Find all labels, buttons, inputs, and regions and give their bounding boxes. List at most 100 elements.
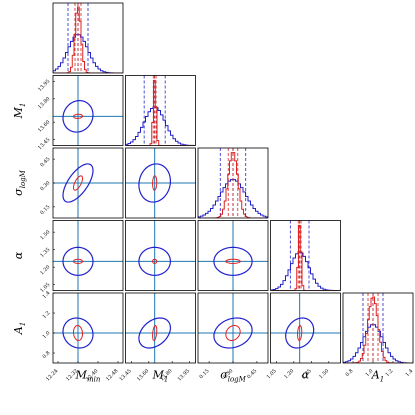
panel-sigma-vs-M1 bbox=[125, 147, 196, 219]
contour-alpha-sigma-series-1 bbox=[225, 258, 241, 264]
x-tick-label-sigma: 0.45 bbox=[246, 368, 258, 380]
contour-A1-Mmin-series-1 bbox=[72, 324, 84, 342]
contour-alpha-Mmin-series-0 bbox=[62, 246, 94, 276]
panel-content bbox=[125, 220, 196, 291]
contour-alpha-M1-series-0 bbox=[138, 246, 172, 276]
x-tick-label-sigma: 0.15 bbox=[198, 368, 210, 380]
y-tick-label-alpha: 1.50 bbox=[39, 229, 51, 241]
contour-A1-alpha-series-0 bbox=[285, 317, 315, 349]
contour-A1-sigma-series-1 bbox=[225, 324, 241, 342]
panel-alpha-vs-sigma bbox=[197, 220, 269, 291]
panel-content bbox=[343, 293, 413, 363]
y-tick-label-M1: 13.45 bbox=[37, 137, 51, 151]
panel-frame bbox=[125, 75, 196, 146]
x-tick-label-alpha: 1.20 bbox=[283, 368, 295, 380]
y-tick-label-M1: 13.80 bbox=[37, 96, 51, 110]
panel-sigma-vs-Mmin: 0.15 0.30 0.45 bbox=[39, 147, 124, 219]
panel-frame bbox=[52, 220, 124, 291]
y-axis-label-sigma: σlogM bbox=[12, 169, 27, 195]
y-tick-label-alpha: 1.20 bbox=[39, 264, 51, 276]
contour-sigma-Mmin-series-0 bbox=[62, 163, 94, 203]
y-tick-label-M1: 13.95 bbox=[37, 79, 51, 93]
contour-M1-Mmin-series-1 bbox=[72, 113, 84, 119]
panel-frame bbox=[125, 147, 196, 219]
panel-A1-vs-alpha: 1.05 1.20 1.35 1.50 bbox=[266, 292, 341, 380]
panel-content bbox=[270, 220, 341, 291]
y-axis-label-M1: M1 bbox=[12, 103, 27, 120]
histogram-A1-series-0 bbox=[343, 324, 413, 363]
panel-A1-vs-A1: 0.8 1.0 1.2 1.4 bbox=[342, 292, 415, 378]
y-tick-label-A1: 1.2 bbox=[42, 310, 52, 320]
contour-alpha-sigma-series-0 bbox=[213, 246, 253, 276]
contour-M1-Mmin-series-0 bbox=[62, 99, 94, 133]
histogram-alpha-series-0 bbox=[270, 251, 341, 291]
panel-frame bbox=[125, 292, 196, 364]
x-axis-label-A1: A1 bbox=[371, 369, 384, 384]
x-tick-label-A1: 1.2 bbox=[385, 368, 395, 378]
y-tick-label-alpha: 1.35 bbox=[39, 247, 51, 259]
x-tick-label-A1: 1.0 bbox=[365, 368, 375, 378]
panel-content bbox=[198, 293, 268, 363]
x-tick-label-Mmin: 12.24 bbox=[45, 368, 59, 382]
contour-A1-Mmin-series-0 bbox=[62, 317, 94, 349]
panel-frame bbox=[197, 220, 269, 291]
x-tick-label-A1: 1.4 bbox=[405, 368, 415, 378]
panel-A1-vs-sigma: 0.15 0.30 0.45 bbox=[197, 292, 269, 380]
panel-alpha-vs-M1 bbox=[125, 220, 196, 291]
y-tick-label-M1: 13.60 bbox=[37, 119, 51, 133]
panel-frame bbox=[52, 2, 124, 74]
x-axis-label-sigma-subscript: logM bbox=[228, 376, 247, 384]
histogram-alpha-series-1 bbox=[270, 224, 341, 291]
panel-content bbox=[53, 148, 123, 218]
x-tick-label-A1: 0.8 bbox=[345, 368, 355, 378]
x-tick-label-alpha: 1.50 bbox=[318, 368, 330, 380]
panel-alpha-vs-Mmin: 1.051.201.351.50 bbox=[39, 220, 124, 294]
y-tick-label-A1: 1.4 bbox=[42, 290, 52, 300]
panel-content bbox=[53, 3, 123, 73]
panel-frame bbox=[270, 292, 341, 364]
y-axis-label-A1-subscript: 1 bbox=[19, 322, 27, 326]
y-tick-label-A1: 0.8 bbox=[42, 350, 52, 360]
x-axis-label-Mmin-subscript: min bbox=[87, 376, 101, 384]
panel-content bbox=[198, 220, 268, 291]
panel-M1-vs-Mmin: 13.45 13.60 13.80 13.95 bbox=[37, 75, 124, 151]
panel-frame bbox=[52, 75, 124, 146]
panel-frame bbox=[270, 220, 341, 291]
panel-content bbox=[53, 293, 123, 363]
contour-alpha-M1-series-1 bbox=[152, 258, 158, 264]
x-tick-label-M1: 13.45 bbox=[118, 368, 132, 382]
y-axis-label-M1-subscript: 1 bbox=[19, 103, 27, 107]
x-axis-label-M1-subscript: 1 bbox=[164, 376, 168, 384]
x-tick-label-M1: 13.95 bbox=[177, 368, 191, 382]
panel-alpha-vs-alpha bbox=[270, 220, 341, 291]
contour-A1-M1-series-0 bbox=[138, 317, 171, 349]
y-tick-label-sigma: 0.15 bbox=[39, 204, 51, 216]
panel-frame bbox=[342, 292, 414, 364]
contour-A1-sigma-series-0 bbox=[213, 317, 253, 349]
histogram-M1-series-1 bbox=[125, 79, 196, 146]
contour-A1-alpha-series-1 bbox=[297, 324, 303, 342]
histogram-M1-series-0 bbox=[125, 106, 196, 146]
panel-M1-vs-M1 bbox=[125, 75, 196, 146]
y-axis-label-sigma-subscript: logM bbox=[19, 169, 27, 188]
panel-content bbox=[198, 148, 268, 218]
x-axis-label-A1-subscript: 1 bbox=[380, 376, 384, 384]
panel-content bbox=[53, 75, 123, 146]
x-axis-label-alpha: α bbox=[302, 369, 310, 382]
panel-frame bbox=[125, 220, 196, 291]
y-tick-label-sigma: 0.30 bbox=[39, 180, 51, 192]
contour-alpha-Mmin-series-1 bbox=[72, 258, 84, 264]
panel-content bbox=[53, 220, 123, 291]
contour-sigma-M1-series-0 bbox=[138, 163, 171, 203]
x-tick-label-M1: 13.60 bbox=[136, 368, 150, 382]
y-axis-label-A1: A1 bbox=[12, 322, 27, 335]
x-axis-label-sigma: σlogM bbox=[220, 369, 246, 384]
y-tick-label-A1: 1.0 bbox=[42, 330, 52, 340]
panel-content bbox=[270, 293, 341, 363]
panel-sigma-vs-sigma bbox=[197, 147, 269, 219]
contour-A1-M1-series-1 bbox=[152, 324, 158, 342]
y-tick-label-sigma: 0.45 bbox=[39, 156, 51, 168]
y-axis-label-alpha: α bbox=[12, 251, 25, 259]
panel-content bbox=[125, 75, 196, 146]
